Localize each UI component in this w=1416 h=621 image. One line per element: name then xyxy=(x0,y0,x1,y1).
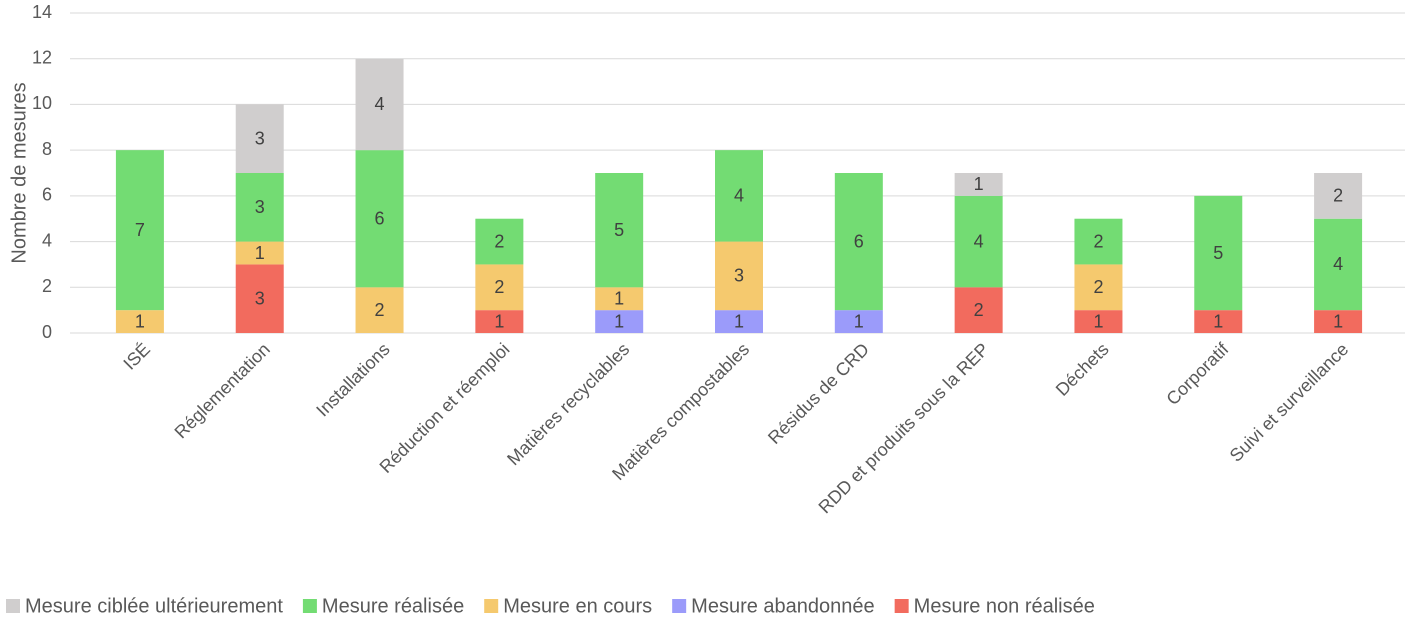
bar-segment xyxy=(355,58,404,151)
bar-segment xyxy=(355,287,404,333)
y-axis-title: Nombre de mesures xyxy=(8,82,30,263)
bar-segment xyxy=(715,310,763,333)
y-tick-label: 2 xyxy=(42,276,52,296)
y-tick-label: 0 xyxy=(42,322,52,342)
y-tick-label: 12 xyxy=(32,47,52,67)
bar-segment xyxy=(1074,218,1123,265)
x-tick-label: Réglementation xyxy=(171,339,274,442)
x-tick-label: Résidus de CRD xyxy=(764,339,873,448)
data-label: 1 xyxy=(255,243,265,263)
data-label: 5 xyxy=(614,220,624,240)
data-label: 1 xyxy=(1333,311,1343,331)
bar-segment xyxy=(715,241,763,311)
bar-segment xyxy=(1194,310,1243,333)
data-label: 1 xyxy=(1213,311,1223,331)
legend-label: Mesure ciblée ultérieurement xyxy=(25,595,283,617)
data-label: 4 xyxy=(974,231,984,251)
y-tick-label: 6 xyxy=(42,185,52,205)
data-label: 2 xyxy=(1093,231,1103,251)
data-label: 3 xyxy=(255,288,265,308)
x-tick-label: Corporatif xyxy=(1162,338,1233,409)
bar-segment xyxy=(1314,310,1363,333)
x-tick-label: Déchets xyxy=(1052,339,1113,400)
legend-label: Mesure en cours xyxy=(503,595,652,617)
y-tick-label: 10 xyxy=(32,93,52,113)
bar-segment xyxy=(1314,173,1363,219)
data-label: 1 xyxy=(494,311,504,331)
data-label: 4 xyxy=(1333,254,1343,274)
y-tick-label: 8 xyxy=(42,139,52,159)
bar-segment xyxy=(475,310,524,333)
x-tick-label: Installations xyxy=(312,339,393,420)
data-label: 4 xyxy=(375,94,385,114)
legend-label: Mesure non réalisée xyxy=(914,595,1095,617)
data-label: 6 xyxy=(375,208,385,228)
data-label: 1 xyxy=(974,174,984,194)
data-label: 3 xyxy=(255,197,265,217)
bar-segment xyxy=(475,264,524,311)
data-label: 2 xyxy=(1333,186,1343,206)
data-label: 1 xyxy=(854,311,864,331)
x-tick-label: Réduction et réemploi xyxy=(376,339,514,477)
bar-segment xyxy=(954,287,1003,333)
bar-segment xyxy=(235,264,284,333)
x-tick-label: Matières compostables xyxy=(608,339,753,484)
bar-segment xyxy=(1074,264,1123,311)
y-tick-label: 14 xyxy=(32,2,52,22)
bar-segment xyxy=(355,150,404,288)
data-label: 2 xyxy=(494,277,504,297)
bar-segment xyxy=(475,218,524,265)
legend-swatch xyxy=(6,599,20,613)
legend-swatch xyxy=(672,599,687,613)
legend-swatch xyxy=(894,599,909,613)
data-label: 6 xyxy=(854,231,864,251)
data-label: 3 xyxy=(734,266,744,286)
data-label: 4 xyxy=(734,186,744,206)
data-label: 2 xyxy=(1093,277,1103,297)
x-tick-label: Suivi et surveillance xyxy=(1226,339,1353,466)
bar-segment xyxy=(235,104,284,173)
bar-segment xyxy=(1074,310,1123,333)
bar-segment xyxy=(595,173,644,288)
x-tick-label: Matières recyclables xyxy=(503,339,633,469)
data-label: 5 xyxy=(1213,243,1223,263)
bar-segment xyxy=(715,150,763,242)
bar-segment xyxy=(1194,195,1243,311)
legend-swatch xyxy=(484,599,499,613)
data-label: 2 xyxy=(494,231,504,251)
bar-segment xyxy=(115,150,164,311)
bar-segment xyxy=(834,310,883,333)
bar-segment xyxy=(595,287,644,311)
bar-segment xyxy=(235,241,284,265)
data-label: 1 xyxy=(614,288,624,308)
legend-label: Mesure abandonnée xyxy=(691,595,874,617)
bar-segment xyxy=(954,195,1003,288)
bar-segment xyxy=(115,310,164,333)
y-tick-label: 4 xyxy=(42,230,52,250)
data-label: 2 xyxy=(974,300,984,320)
bar-segment xyxy=(1314,218,1363,311)
data-label: 7 xyxy=(135,220,145,240)
data-label: 1 xyxy=(135,311,145,331)
legend-label: Mesure réalisée xyxy=(322,595,464,617)
x-tick-label: ISÉ xyxy=(119,339,154,374)
bar-segment xyxy=(834,173,883,311)
bar-segment xyxy=(954,173,1003,196)
bar-segment xyxy=(595,310,644,333)
legend-swatch xyxy=(302,599,317,613)
data-label: 1 xyxy=(734,311,744,331)
data-label: 2 xyxy=(375,300,385,320)
data-label: 1 xyxy=(1093,311,1103,331)
data-label: 1 xyxy=(614,311,624,331)
bar-segment xyxy=(235,173,284,242)
data-label: 3 xyxy=(255,128,265,148)
